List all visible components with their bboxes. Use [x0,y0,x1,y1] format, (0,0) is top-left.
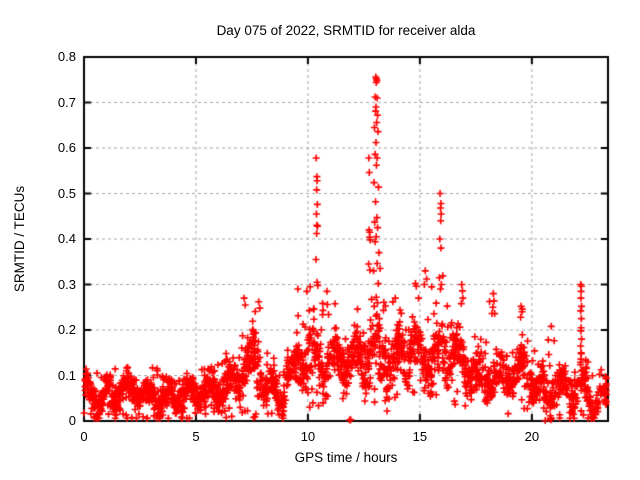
x-tick-label: 20 [524,429,540,444]
y-tick-label: 0.1 [57,367,76,383]
chart-title: Day 075 of 2022, SRMTID for receiver ald… [216,23,476,38]
y-tick-label: 0.6 [57,140,76,155]
x-tick-label: 0 [80,429,88,444]
y-tick-label: 0 [68,413,76,428]
y-tick-label: 0.5 [57,185,76,201]
x-tick-label: 5 [192,429,200,444]
x-axis-label: GPS time / hours [294,450,398,465]
y-tick-label: 0.2 [57,322,76,337]
y-tick-label: 0.7 [57,94,76,110]
y-tick-label: 0.8 [57,49,76,64]
x-tick-label: 15 [412,429,428,444]
x-tick-label: 10 [300,429,316,444]
y-tick-label: 0.4 [57,231,76,246]
y-tick-label: 0.3 [57,276,76,292]
